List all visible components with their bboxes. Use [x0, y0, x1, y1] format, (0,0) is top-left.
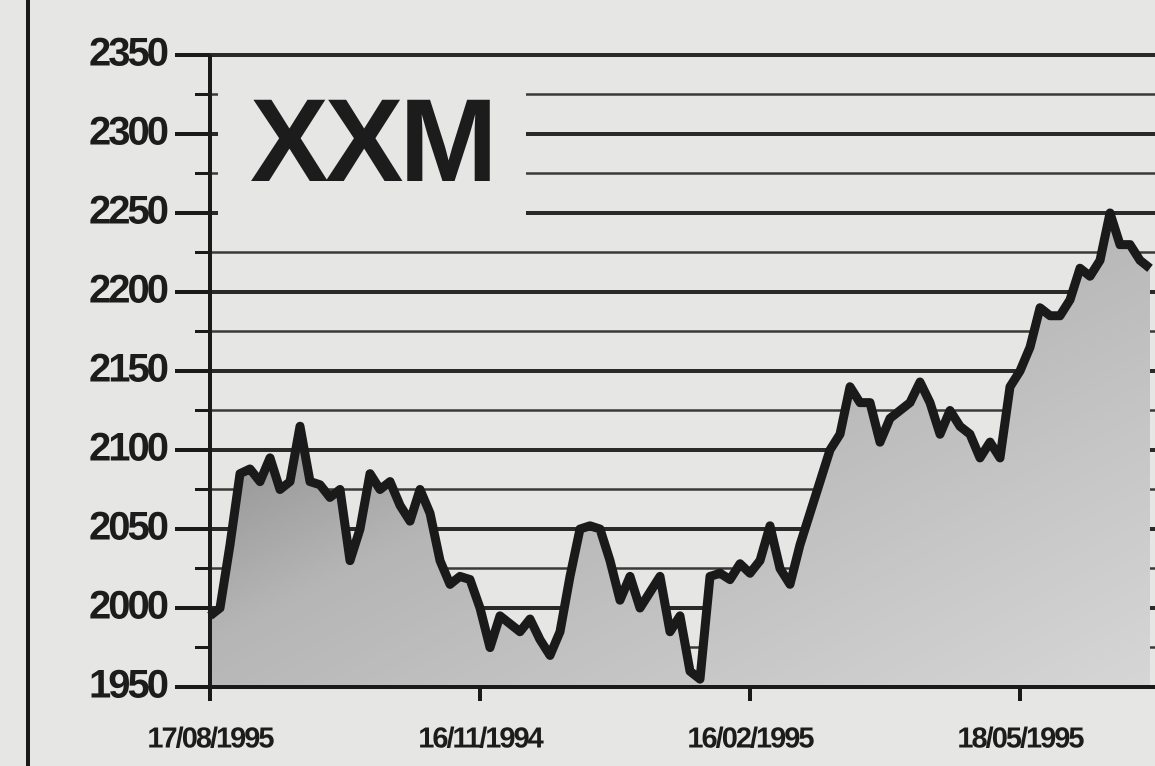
y-tick-label: 2100: [89, 426, 168, 470]
title-box: [218, 78, 526, 228]
y-tick-label: 2000: [89, 584, 168, 628]
area: [210, 213, 1150, 687]
y-tick-label: 2350: [89, 31, 168, 75]
line: [207, 208, 1153, 684]
y-tick-label: 2300: [89, 110, 168, 154]
y-tick-label: 2150: [89, 347, 168, 391]
x-tick-label: 17/08/1995: [147, 723, 274, 755]
x-tick-label: 16/11/1994: [418, 723, 543, 755]
chart-title: XXM: [250, 75, 494, 207]
x-tick-label: 16/02/1995: [687, 723, 814, 755]
y-tick-label: 2050: [89, 505, 168, 549]
y-tick-label: 1950: [89, 663, 168, 707]
y-tick-label: 2250: [89, 189, 168, 233]
y-tick-label: 2200: [89, 268, 168, 312]
x-tick-label: 18/05/1995: [957, 723, 1084, 755]
